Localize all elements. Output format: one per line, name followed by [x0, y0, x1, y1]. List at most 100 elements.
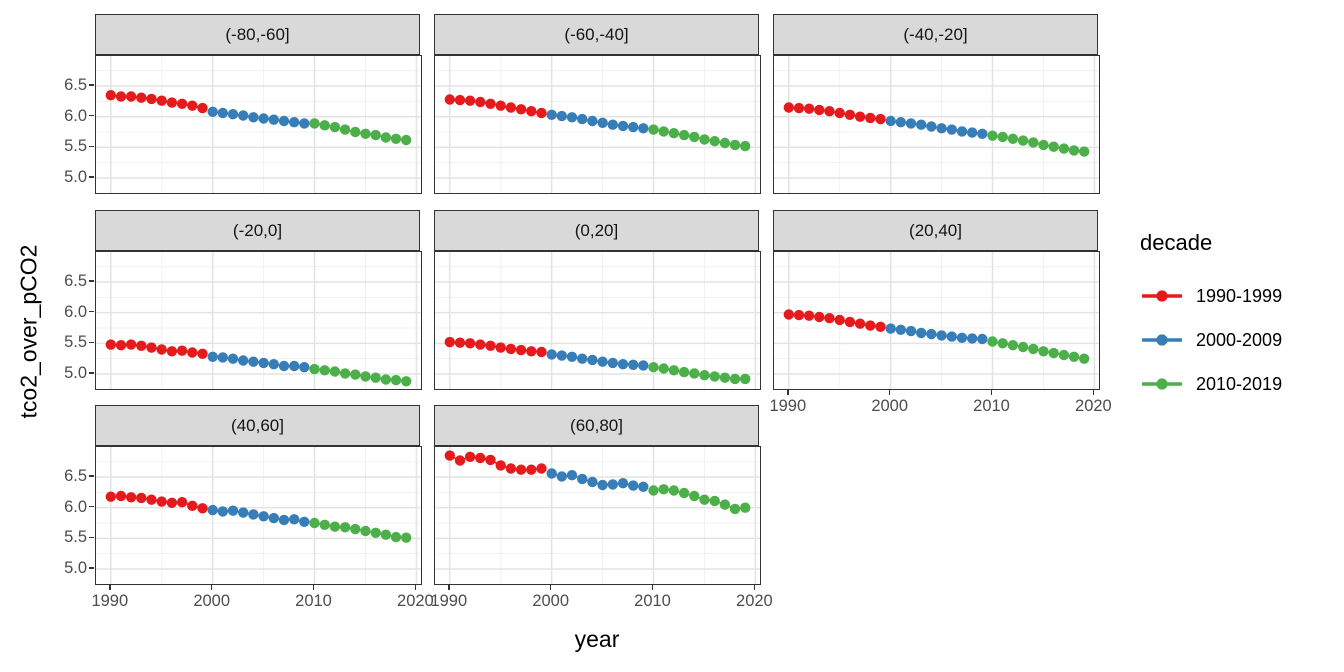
data-point: [115, 490, 127, 502]
data-point: [176, 497, 188, 508]
y-tick-label: 5.5: [64, 333, 87, 352]
data-point: [740, 502, 751, 513]
x-tick-mark: [109, 585, 111, 590]
data-point: [895, 324, 906, 335]
data-point: [390, 531, 402, 543]
facet-strip: (-60,-40]: [434, 14, 759, 55]
facet-strip-label: (20,40]: [909, 220, 962, 240]
y-tick-mark: [89, 372, 94, 374]
data-point: [719, 137, 731, 149]
y-tick-label: 5.0: [64, 168, 87, 186]
data-point: [1017, 135, 1029, 146]
data-point: [115, 340, 127, 351]
data-point: [505, 102, 517, 113]
legend: decade 1990-1999 2000-2009 2010-2019: [1140, 230, 1282, 418]
data-point: [136, 340, 147, 351]
data-point: [536, 346, 547, 358]
data-point: [454, 455, 466, 466]
data-point: [350, 523, 361, 535]
data-point: [628, 359, 639, 370]
data-point: [607, 119, 618, 130]
data-point: [617, 120, 629, 132]
facet-panel: [773, 55, 1100, 194]
data-point: [709, 371, 720, 382]
data-point: [617, 359, 629, 370]
data-point: [125, 91, 137, 102]
data-point: [658, 363, 669, 374]
facet-cell: (40,60]: [95, 405, 422, 585]
data-point: [156, 496, 167, 507]
x-tick-label: 2010: [634, 592, 671, 610]
data-point: [668, 365, 680, 376]
data-point: [475, 452, 486, 464]
data-point: [268, 512, 279, 524]
y-tick-label: 6.5: [64, 467, 87, 485]
x-tick-label: 1990: [91, 592, 129, 610]
data-point: [668, 128, 680, 139]
data-point: [268, 359, 279, 370]
data-point: [844, 316, 856, 328]
y-tick-label: 6.0: [64, 302, 87, 321]
data-point: [658, 126, 669, 137]
data-point: [729, 373, 741, 385]
data-point: [824, 106, 835, 117]
y-tick-label: 5.0: [64, 559, 87, 577]
data-point: [176, 345, 188, 356]
data-point: [1068, 145, 1080, 156]
data-point: [299, 516, 310, 527]
legend-entry-label: 1990-1999: [1196, 285, 1283, 306]
data-point: [658, 484, 669, 495]
x-tick-mark: [549, 585, 552, 590]
data-point: [289, 117, 300, 128]
facet-strip: (0,20]: [434, 210, 759, 251]
data-point: [248, 509, 259, 520]
data-point: [814, 311, 825, 323]
data-point: [709, 495, 720, 507]
data-point: [464, 451, 476, 462]
data-point: [339, 522, 351, 533]
data-point: [905, 325, 917, 337]
x-tick-label: 2020: [397, 592, 434, 610]
data-point: [227, 505, 239, 516]
data-point: [1038, 346, 1049, 357]
data-point: [319, 519, 330, 530]
x-tick-label: 1990: [430, 592, 468, 610]
y-tick-mark: [89, 145, 94, 148]
data-point: [360, 371, 371, 382]
data-point: [699, 370, 710, 381]
data-point: [258, 357, 269, 369]
data-point: [207, 106, 218, 117]
data-point: [207, 351, 218, 362]
facet-plot-svg: [96, 252, 421, 389]
data-point: [1079, 146, 1090, 157]
facet-plot-svg: [435, 447, 760, 584]
facet-strip: (-40,-20]: [773, 14, 1098, 55]
data-point: [997, 131, 1008, 143]
data-point: [217, 107, 228, 119]
facet-panel: [434, 446, 761, 585]
x-axis-title: year: [574, 626, 620, 652]
data-point: [390, 133, 402, 144]
y-tick-mark: [89, 114, 94, 117]
data-point: [793, 309, 805, 321]
data-point: [566, 470, 578, 481]
data-point: [719, 499, 731, 510]
data-point: [566, 351, 578, 362]
y-tick-mark: [89, 536, 94, 539]
data-point: [444, 94, 455, 105]
data-point: [319, 120, 330, 131]
data-point: [648, 124, 659, 135]
data-point: [638, 360, 649, 371]
y-tick-label: 6.0: [64, 106, 87, 125]
data-point: [638, 123, 649, 134]
data-point: [187, 500, 198, 511]
data-point: [854, 111, 866, 122]
data-point: [105, 491, 116, 502]
data-point: [946, 124, 957, 135]
data-point: [401, 532, 412, 543]
data-point: [515, 104, 527, 115]
legend-entry: 2010-2019: [1140, 374, 1282, 394]
facet-panel: [95, 55, 422, 194]
data-point: [597, 479, 608, 491]
